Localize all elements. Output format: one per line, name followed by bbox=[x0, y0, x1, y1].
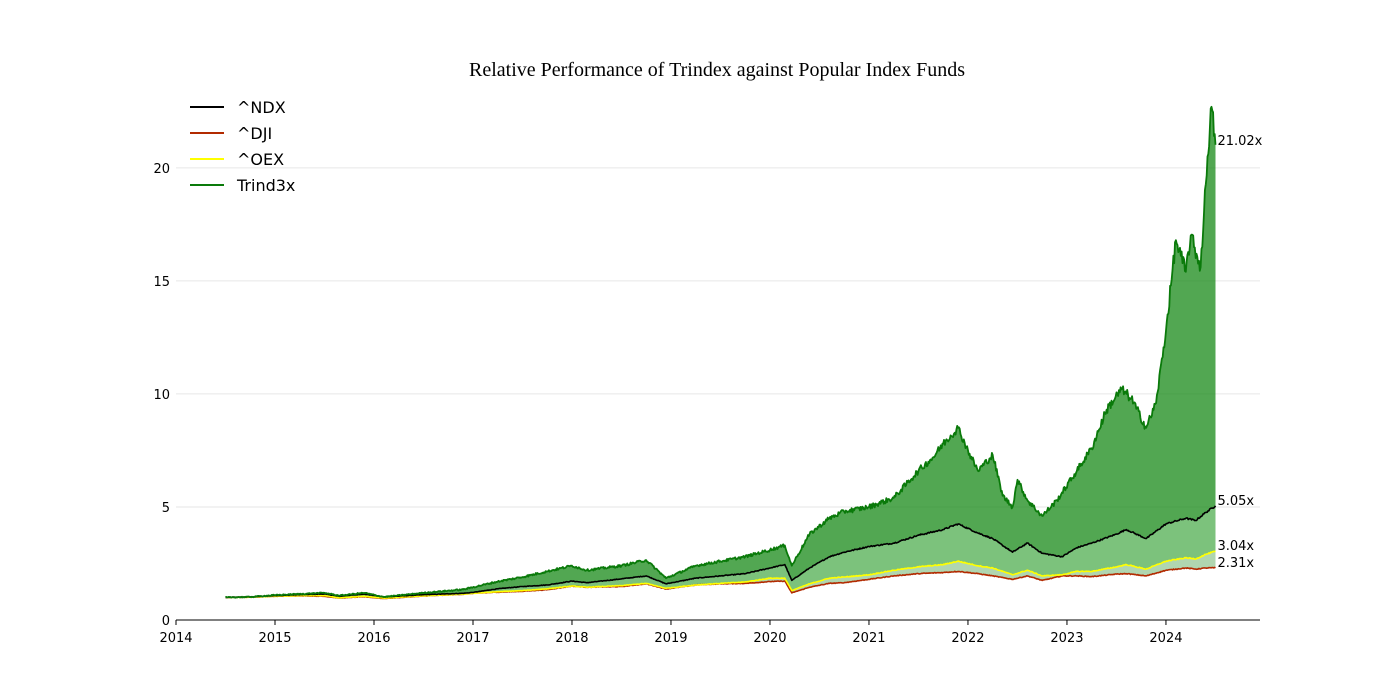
x-tick-label: 2017 bbox=[456, 631, 489, 646]
axes: 2014 2015 2016 2017 2018 2019 2020 2021 2022 2023… bbox=[153, 162, 1260, 646]
x-tick-label: 2022 bbox=[951, 631, 984, 646]
y-tick-label: 0 bbox=[162, 614, 170, 629]
x-tick-label: 2014 bbox=[159, 631, 192, 646]
end-label-dji: 2.31x bbox=[1217, 556, 1254, 571]
series-line-oex bbox=[225, 550, 1216, 599]
x-tick-label: 2019 bbox=[654, 631, 687, 646]
area-fills bbox=[225, 106, 1216, 599]
x-tick-label: 2020 bbox=[753, 631, 786, 646]
legend: ^NDX ^DJI ^OEX Trind3x bbox=[190, 98, 295, 195]
end-label-oex: 3.04x bbox=[1217, 539, 1254, 554]
series-line-trind3x bbox=[225, 105, 1217, 599]
end-labels: 5.05x 2.31x 3.04x 21.02x bbox=[1217, 134, 1262, 571]
fill-trind3x-ndx bbox=[225, 106, 1216, 598]
x-tick-label: 2018 bbox=[555, 631, 588, 646]
end-label-ndx: 5.05x bbox=[1217, 494, 1254, 509]
chart-title: Relative Performance of Trindex against … bbox=[469, 59, 965, 81]
x-tick-label: 2015 bbox=[258, 631, 291, 646]
y-tick-label: 20 bbox=[153, 162, 170, 177]
legend-label-oex: ^OEX bbox=[237, 150, 284, 169]
x-tick-label: 2024 bbox=[1149, 631, 1182, 646]
y-tick-label: 10 bbox=[153, 388, 170, 403]
x-tick-label: 2021 bbox=[852, 631, 885, 646]
series-lines bbox=[225, 105, 1217, 600]
y-tick-label: 15 bbox=[153, 275, 170, 290]
legend-label-trind3x: Trind3x bbox=[236, 176, 295, 195]
x-tick-label: 2016 bbox=[357, 631, 390, 646]
legend-label-ndx: ^NDX bbox=[237, 98, 286, 117]
end-label-trind3x: 21.02x bbox=[1217, 134, 1262, 149]
y-tick-label: 5 bbox=[162, 501, 170, 516]
fill-oex-dji bbox=[225, 551, 1216, 599]
legend-label-dji: ^DJI bbox=[237, 124, 272, 143]
x-tick-label: 2023 bbox=[1050, 631, 1083, 646]
